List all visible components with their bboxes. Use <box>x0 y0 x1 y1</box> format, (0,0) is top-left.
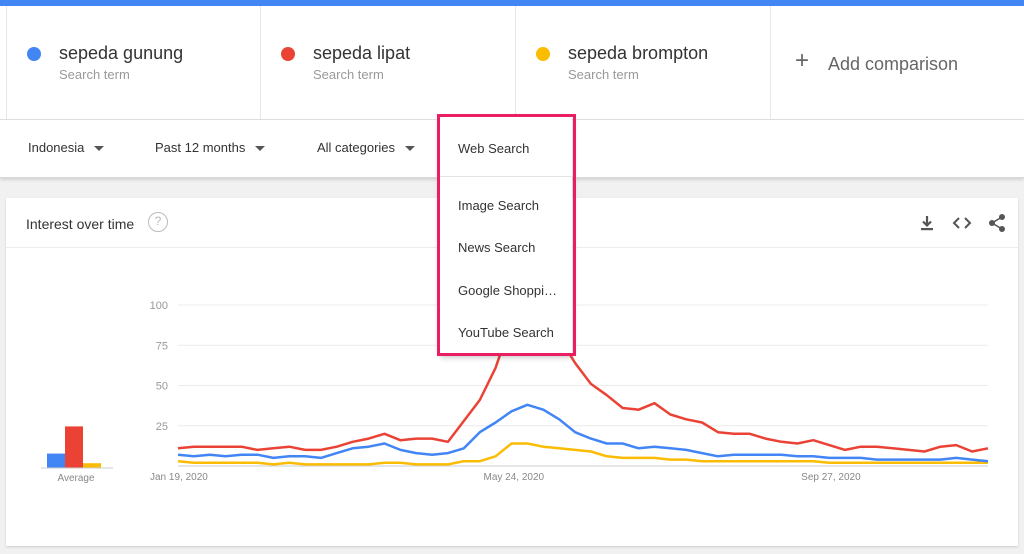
search-terms-bar: sepeda gunung Search term sepeda lipat S… <box>0 6 1024 120</box>
y-tick-label: 50 <box>156 381 168 393</box>
search-term-name: sepeda gunung <box>59 43 184 63</box>
menu-item-news-search[interactable]: News Search <box>458 240 536 255</box>
interest-chart: Average 25 50 75 100 Jan 19, 2020 May 24, 202… <box>41 300 989 484</box>
average-bar <box>65 426 83 468</box>
menu-item-selected[interactable]: Web Search <box>458 141 530 156</box>
chart-grid <box>178 304 988 467</box>
chart-labels: 25 50 75 100 Jan 19, 2020 May 24, 2020 Sep 27,… <box>150 300 861 483</box>
series-color-dot <box>536 47 550 61</box>
search-type-menu: Web Search Image Search News Search Goog… <box>440 117 572 355</box>
embed-code-icon[interactable] <box>951 212 973 234</box>
category-dropdown[interactable]: All categories <box>317 140 416 155</box>
category-label: All categories <box>317 140 396 155</box>
menu-item-google-shopping[interactable]: Google Shoppi… <box>458 283 558 298</box>
x-tick-label: Sep 27, 2020 <box>801 472 861 483</box>
average-bars: Average <box>41 426 113 484</box>
menu-divider <box>440 176 572 177</box>
menu-item-image-search[interactable]: Image Search <box>458 198 539 213</box>
dropdown-caret-icon <box>405 146 416 152</box>
interest-over-time-card: Interest over time ? Average 25 50 75 100 Ja… <box>6 198 1018 546</box>
plus-icon: + <box>795 47 810 74</box>
y-tick-label: 75 <box>156 340 168 352</box>
download-icon[interactable] <box>916 212 938 234</box>
x-tick-label: May 24, 2020 <box>484 472 545 483</box>
dropdown-caret-icon <box>94 146 105 152</box>
add-comparison-label: Add comparison <box>828 54 959 74</box>
series-color-dot <box>27 47 41 61</box>
dropdown-caret-icon <box>255 146 266 152</box>
search-term-2[interactable]: sepeda lipat Search term <box>261 6 516 119</box>
search-term-type: Search term <box>568 67 639 82</box>
average-label: Average <box>57 473 95 484</box>
y-tick-label: 100 <box>150 300 168 312</box>
card-title: Interest over time <box>26 216 135 232</box>
search-term-name: sepeda lipat <box>313 43 411 63</box>
top-accent-bar <box>0 0 1024 6</box>
series-line <box>177 442 988 466</box>
series-color-dot <box>281 47 295 61</box>
period-dropdown[interactable]: Past 12 months <box>155 140 266 155</box>
share-icon[interactable] <box>986 212 1008 234</box>
highlight-annotation-box <box>437 114 576 356</box>
y-tick-label: 25 <box>156 421 168 433</box>
series-line <box>177 403 989 463</box>
search-term-3[interactable]: sepeda brompton Search term <box>516 6 771 119</box>
average-bar <box>47 453 65 468</box>
add-comparison-button[interactable]: + Add comparison <box>771 6 1024 119</box>
region-label: Indonesia <box>28 140 85 155</box>
series-line <box>177 303 989 453</box>
region-dropdown[interactable]: Indonesia <box>28 140 105 155</box>
search-term-1[interactable]: sepeda gunung Search term <box>6 6 261 119</box>
chart-lines <box>177 303 989 466</box>
search-term-type: Search term <box>313 67 384 82</box>
search-term-name: sepeda brompton <box>568 43 709 63</box>
menu-item-youtube-search[interactable]: YouTube Search <box>458 325 554 340</box>
search-term-type: Search term <box>59 67 130 82</box>
question-icon[interactable]: ? <box>148 212 168 232</box>
period-label: Past 12 months <box>155 140 246 155</box>
x-tick-label: Jan 19, 2020 <box>150 472 208 483</box>
average-bar <box>83 463 101 468</box>
